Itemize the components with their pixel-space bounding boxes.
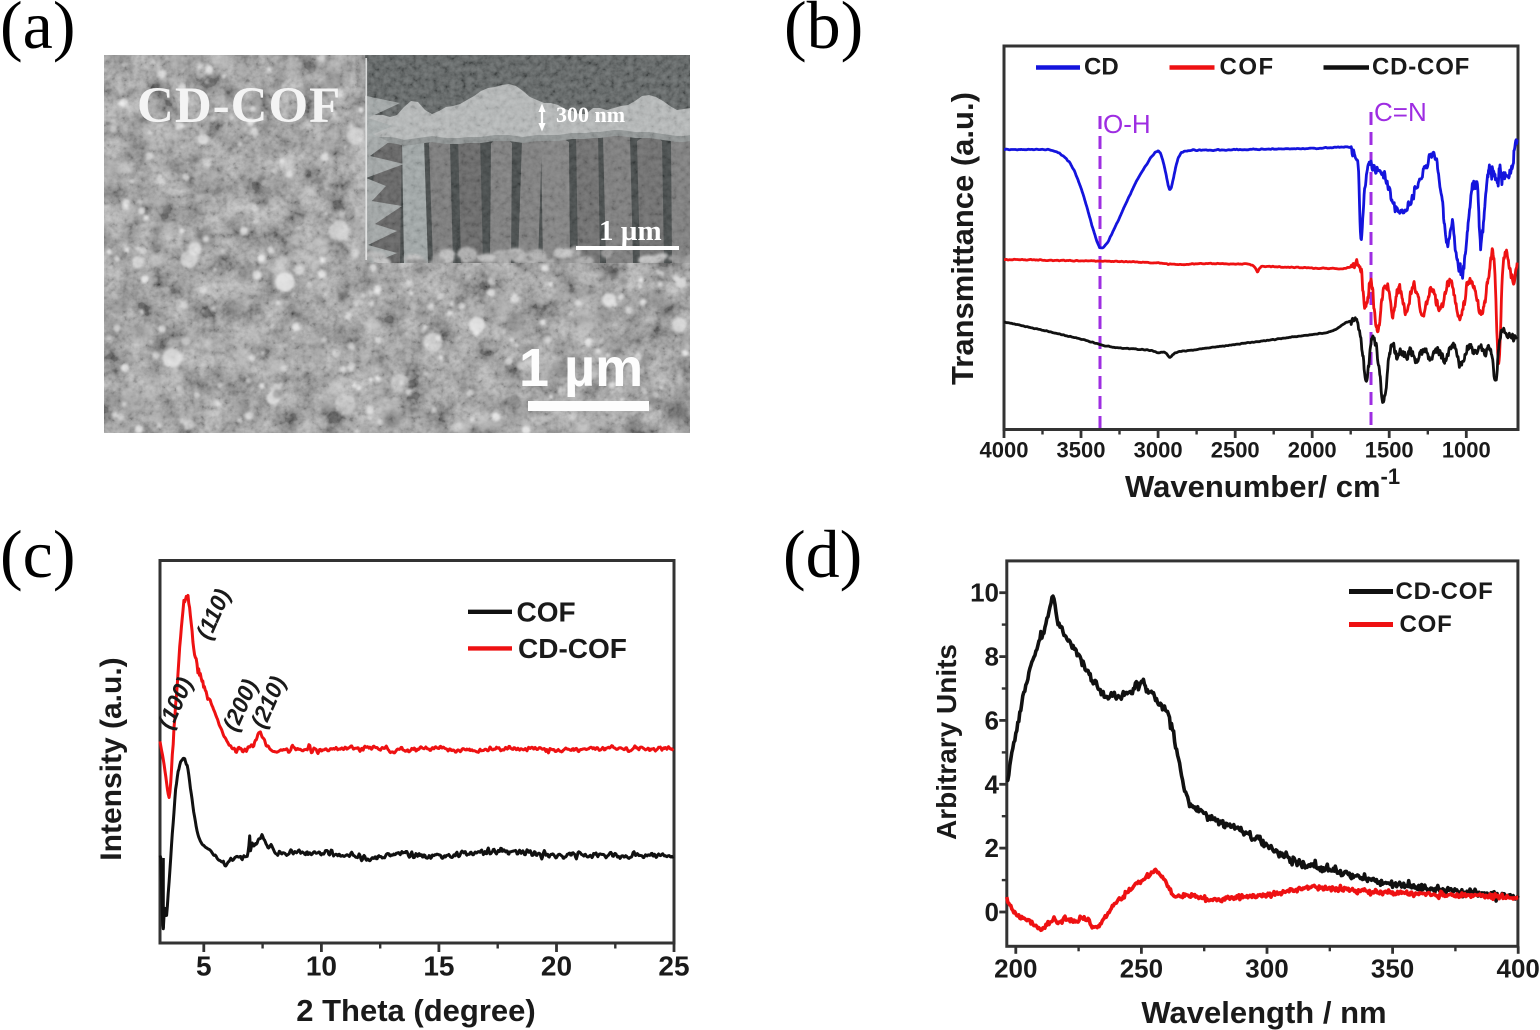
svg-text:C=N: C=N <box>1374 97 1427 127</box>
svg-text:(a): (a) <box>0 0 75 63</box>
svg-text:Transmittance (a.u.): Transmittance (a.u.) <box>945 92 980 385</box>
svg-text:350: 350 <box>1371 954 1414 984</box>
svg-text:(b): (b) <box>784 0 863 63</box>
svg-text:1 µm: 1 µm <box>519 338 643 398</box>
svg-text:400: 400 <box>1497 954 1540 984</box>
svg-text:COF: COF <box>1400 611 1453 638</box>
svg-text:COF: COF <box>1220 54 1275 81</box>
svg-text:10: 10 <box>306 951 337 982</box>
svg-text:CD-COF: CD-COF <box>1396 578 1494 605</box>
svg-text:Intensity (a.u.): Intensity (a.u.) <box>95 657 128 860</box>
svg-text:2 Theta (degree): 2 Theta (degree) <box>296 993 535 1028</box>
svg-text:6: 6 <box>985 705 999 735</box>
svg-text:Wavenumber/ cm-1: Wavenumber/ cm-1 <box>1125 464 1400 504</box>
svg-text:CD-COF: CD-COF <box>518 633 627 664</box>
svg-text:3500: 3500 <box>1057 438 1106 463</box>
svg-text:O-H: O-H <box>1103 109 1151 139</box>
svg-text:5: 5 <box>196 951 212 982</box>
svg-text:Wavelength / nm: Wavelength / nm <box>1141 995 1386 1030</box>
svg-text:300: 300 <box>1245 954 1288 984</box>
svg-text:0: 0 <box>985 897 999 927</box>
svg-text:15: 15 <box>423 951 454 982</box>
svg-text:(c): (c) <box>0 516 75 592</box>
svg-text:4000: 4000 <box>980 438 1029 463</box>
svg-text:1500: 1500 <box>1365 438 1414 463</box>
svg-text:COF: COF <box>517 596 576 627</box>
svg-text:2: 2 <box>985 833 999 863</box>
svg-text:CD-COF: CD-COF <box>1372 54 1470 81</box>
svg-text:10: 10 <box>970 578 999 608</box>
svg-text:2000: 2000 <box>1288 438 1337 463</box>
svg-text:4: 4 <box>985 769 1000 799</box>
svg-text:2500: 2500 <box>1211 438 1260 463</box>
svg-text:300 nm: 300 nm <box>556 102 625 127</box>
svg-text:20: 20 <box>541 951 572 982</box>
svg-text:CD: CD <box>1084 54 1119 81</box>
svg-text:250: 250 <box>1120 954 1163 984</box>
svg-text:1 µm: 1 µm <box>599 215 662 247</box>
svg-text:25: 25 <box>658 951 689 982</box>
svg-text:3000: 3000 <box>1134 438 1183 463</box>
svg-text:CD-COF: CD-COF <box>137 78 341 134</box>
svg-text:8: 8 <box>985 642 999 672</box>
svg-text:1000: 1000 <box>1442 438 1491 463</box>
svg-text:200: 200 <box>994 954 1037 984</box>
svg-text:(d): (d) <box>783 516 862 592</box>
svg-text:Arbitrary Units: Arbitrary Units <box>931 644 962 840</box>
